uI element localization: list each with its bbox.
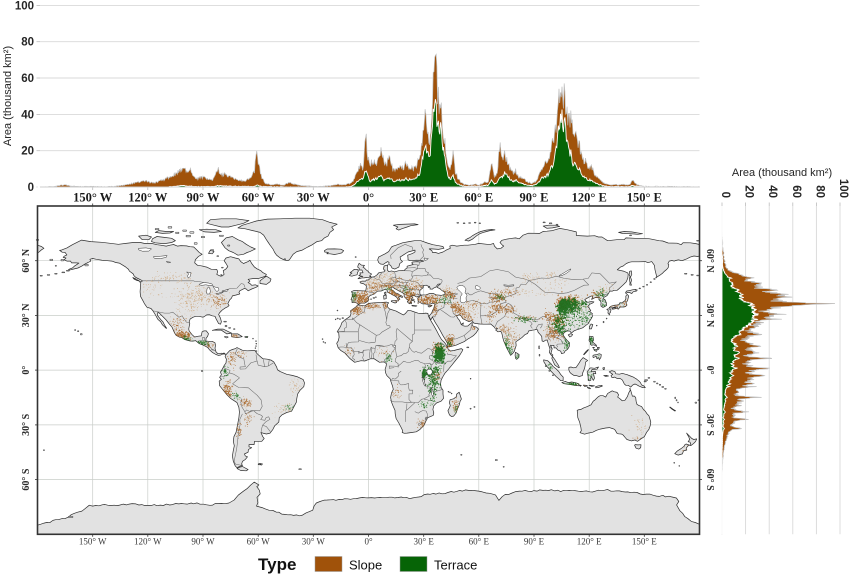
svg-text:Terrace: Terrace — [434, 558, 477, 573]
svg-text:60° W: 60° W — [242, 191, 275, 205]
svg-text:30° S: 30° S — [704, 414, 715, 436]
svg-text:40: 40 — [766, 185, 778, 198]
svg-text:90° E: 90° E — [524, 537, 545, 547]
svg-text:0°: 0° — [364, 537, 373, 547]
svg-text:Area (thousand km²): Area (thousand km²) — [732, 167, 832, 179]
svg-text:80: 80 — [813, 185, 825, 198]
svg-text:90° E: 90° E — [520, 191, 549, 205]
svg-text:150° W: 150° W — [73, 191, 113, 205]
svg-text:60° N: 60° N — [704, 249, 715, 273]
svg-text:30° W: 30° W — [297, 191, 330, 205]
svg-text:60° S: 60° S — [704, 469, 715, 491]
svg-text:120° W: 120° W — [134, 537, 162, 547]
svg-text:40: 40 — [21, 109, 34, 121]
svg-text:Type: Type — [258, 555, 296, 574]
svg-text:120° W: 120° W — [128, 191, 168, 205]
svg-text:30° S: 30° S — [21, 413, 32, 435]
svg-text:80: 80 — [21, 37, 34, 49]
svg-text:30° N: 30° N — [704, 304, 715, 328]
svg-text:90° W: 90° W — [191, 537, 215, 547]
svg-text:150° E: 150° E — [632, 537, 657, 547]
svg-text:60° S: 60° S — [21, 468, 32, 490]
svg-text:30° W: 30° W — [302, 537, 326, 547]
svg-text:60° N: 60° N — [21, 248, 32, 272]
svg-text:30° E: 30° E — [409, 191, 438, 205]
svg-text:20: 20 — [743, 185, 755, 198]
svg-text:100: 100 — [837, 179, 849, 198]
svg-text:0: 0 — [719, 192, 731, 198]
svg-text:60° E: 60° E — [464, 191, 493, 205]
svg-text:60° E: 60° E — [469, 537, 490, 547]
svg-text:60° W: 60° W — [247, 537, 271, 547]
svg-text:20: 20 — [21, 146, 34, 158]
svg-text:0°: 0° — [363, 191, 374, 205]
svg-text:0°: 0° — [704, 366, 715, 375]
svg-text:120° E: 120° E — [577, 537, 602, 547]
svg-text:Slope: Slope — [349, 558, 382, 573]
svg-text:30° N: 30° N — [21, 303, 32, 327]
svg-text:Area (thousand km²): Area (thousand km²) — [2, 46, 14, 146]
svg-text:30° E: 30° E — [414, 537, 435, 547]
svg-text:120° E: 120° E — [572, 191, 607, 205]
svg-text:150° W: 150° W — [79, 537, 107, 547]
svg-text:100: 100 — [15, 0, 34, 12]
svg-text:90° W: 90° W — [187, 191, 220, 205]
svg-text:60: 60 — [790, 185, 802, 198]
svg-text:150° E: 150° E — [627, 191, 662, 205]
svg-text:0: 0 — [28, 182, 34, 194]
svg-text:60: 60 — [21, 73, 34, 85]
svg-text:0°: 0° — [21, 366, 32, 375]
